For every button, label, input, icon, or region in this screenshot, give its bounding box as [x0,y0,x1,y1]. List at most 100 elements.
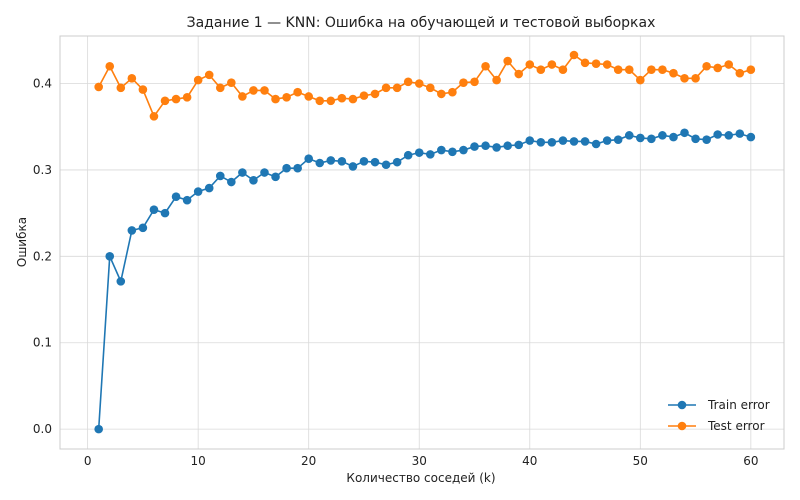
train-error-point [105,252,115,261]
x-tick-label: 60 [743,454,758,468]
test-error-point [315,96,325,106]
train-error-point [636,133,645,143]
train-error-point [724,131,734,140]
tick-labels: 0 10 20 30 40 50 60 0.0 0.1 0.2 0.3 0.4 [33,77,759,468]
test-error-point [602,60,612,69]
test-error-point [238,92,247,101]
test-error-point [359,91,369,100]
grid [60,36,784,449]
train-error-point [348,162,358,171]
train-error-point [337,156,347,166]
train-error-line [97,131,752,430]
train-error-point [149,205,159,214]
x-tick-label: 0 [84,454,92,468]
legend: Train error Test error [668,398,770,433]
x-tick-label: 10 [191,454,206,468]
test-error-point [624,65,634,74]
train-error-point [271,172,280,182]
legend-test-error-label: Test error [707,419,765,433]
train-error-point [392,157,402,167]
train-error-point [558,136,568,145]
test-error-point [503,56,512,66]
train-error-point [536,137,546,147]
test-error-point [149,112,159,121]
test-error-point [282,93,291,102]
train-error-point [691,134,700,144]
x-tick-label: 20 [301,454,316,468]
test-error-point [713,63,722,73]
train-error-point [215,171,225,181]
train-error-point [94,424,103,434]
test-error-point [182,93,192,102]
train-error-point [746,132,756,142]
train-error-point [116,277,126,286]
train-error-point [580,137,590,146]
test-error-point [171,94,181,104]
test-error-point [337,93,347,103]
train-error-point [448,147,457,157]
train-error-point [381,160,391,170]
train-error-point [204,183,214,193]
test-error-point [249,86,258,95]
train-error-point [481,141,490,151]
test-error-point [492,75,501,85]
y-tick-label: 0.4 [33,77,52,91]
test-error-point [116,83,126,93]
test-error-point [459,78,468,87]
train-error-point [315,158,325,168]
plot-frame [59,35,785,450]
train-error-point [171,192,181,202]
test-error-point [669,68,678,78]
test-error-point [724,60,734,69]
legend-test-error-marker [677,421,687,431]
train-error-point [193,187,203,196]
train-error-point [425,150,435,159]
y-axis-label: Ошибка [15,217,29,267]
test-error-point [613,65,623,74]
test-error-point [536,65,546,74]
train-error-point [702,135,711,144]
test-error-point [304,92,314,101]
train-error-point [282,163,291,173]
x-tick-label: 50 [633,454,648,468]
train-error-point [249,175,258,185]
test-error-point [392,83,402,93]
test-error-point [558,65,568,74]
test-error-point [702,61,711,71]
test-error-point [326,96,336,106]
test-error-point [425,83,435,93]
train-error-point [658,131,667,140]
test-error-point [127,74,137,83]
test-error-point [647,65,656,74]
test-error-point [636,75,645,85]
test-error-point [160,96,170,106]
train-error-point [326,156,336,165]
test-error-point [735,68,745,78]
train-error-point [503,141,512,151]
y-tick-label: 0.3 [33,163,52,177]
train-error-point [514,140,524,150]
test-error-point [215,83,225,93]
y-tick-label: 0.2 [33,249,52,263]
test-error-point [381,83,391,93]
test-error-point [481,61,490,71]
train-error-point [613,135,623,144]
train-error-point [470,142,479,151]
test-error-point [403,77,413,87]
series-layer [94,50,756,434]
train-error-point [359,156,369,166]
test-error-point [437,89,446,99]
test-error-point [414,79,424,88]
test-error-point [204,70,214,80]
test-error-point [525,60,535,69]
train-error-point [547,137,557,147]
train-error-point [414,148,424,157]
test-error-point [591,59,601,68]
x-tick-label: 30 [412,454,427,468]
train-error-point [182,195,192,205]
x-axis-label: Количество соседей (k) [346,471,495,485]
y-tick-label: 0.0 [33,422,52,436]
train-error-point [227,177,236,187]
train-error-point [127,226,137,235]
